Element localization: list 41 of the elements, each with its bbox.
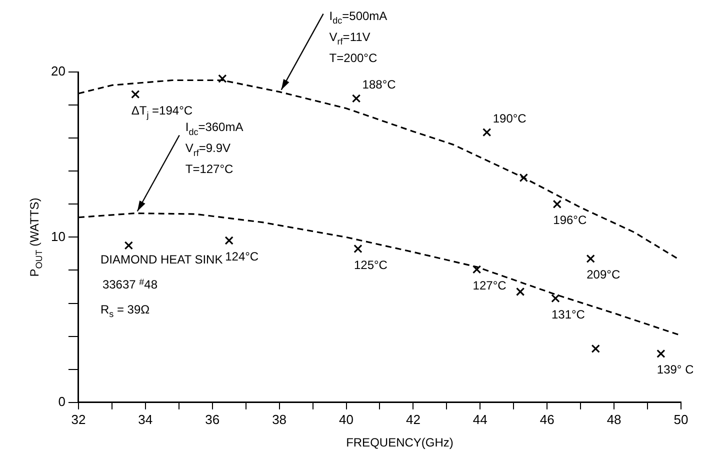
point: [224, 236, 234, 245]
point: [472, 265, 482, 274]
x-tick-label: 46: [540, 412, 554, 427]
y-tick-label: 10: [50, 228, 66, 244]
point: [656, 349, 666, 358]
y-tick-label: 0: [58, 394, 66, 409]
x-tick-label: 32: [71, 412, 86, 427]
y-tick-label: 20: [50, 64, 66, 79]
point: [124, 241, 134, 250]
x-axis-title: FREQUENCY(GHz): [346, 435, 454, 450]
x-tick-label: 48: [606, 412, 622, 427]
x-tick-label: 42: [406, 412, 420, 427]
annotation: 33637 #48: [102, 277, 158, 292]
x-tick-label: 36: [205, 412, 220, 427]
x-tick-label: 38: [272, 412, 287, 427]
point: [482, 128, 492, 137]
x-tick-label: 44: [472, 412, 488, 427]
point: [586, 254, 595, 264]
x-tick-label: 34: [138, 412, 153, 427]
point: [352, 94, 361, 103]
point: [516, 287, 525, 296]
point: [551, 294, 560, 303]
annotation: 209°C: [586, 268, 620, 282]
annotation: 188°C: [362, 77, 396, 92]
point: [591, 344, 600, 354]
point: [552, 200, 562, 208]
point: [519, 173, 528, 182]
annotation: 131°C: [551, 307, 586, 322]
point: [354, 244, 362, 254]
annotation: 190°C: [492, 111, 527, 126]
point: [218, 74, 227, 83]
annotation: 124°C: [225, 250, 259, 264]
x-tick-label: 40: [339, 412, 354, 427]
annotation: 125°C: [354, 258, 388, 272]
annotation: 196°C: [553, 213, 587, 228]
point: [131, 90, 140, 99]
y-axis-title: POUT (WATTS): [27, 198, 44, 277]
annotation: 139° C: [656, 362, 694, 377]
annotation: 127°C: [472, 278, 507, 292]
x-tick-label: 50: [674, 412, 688, 427]
annotation: DIAMOND HEAT SINK: [100, 252, 223, 267]
